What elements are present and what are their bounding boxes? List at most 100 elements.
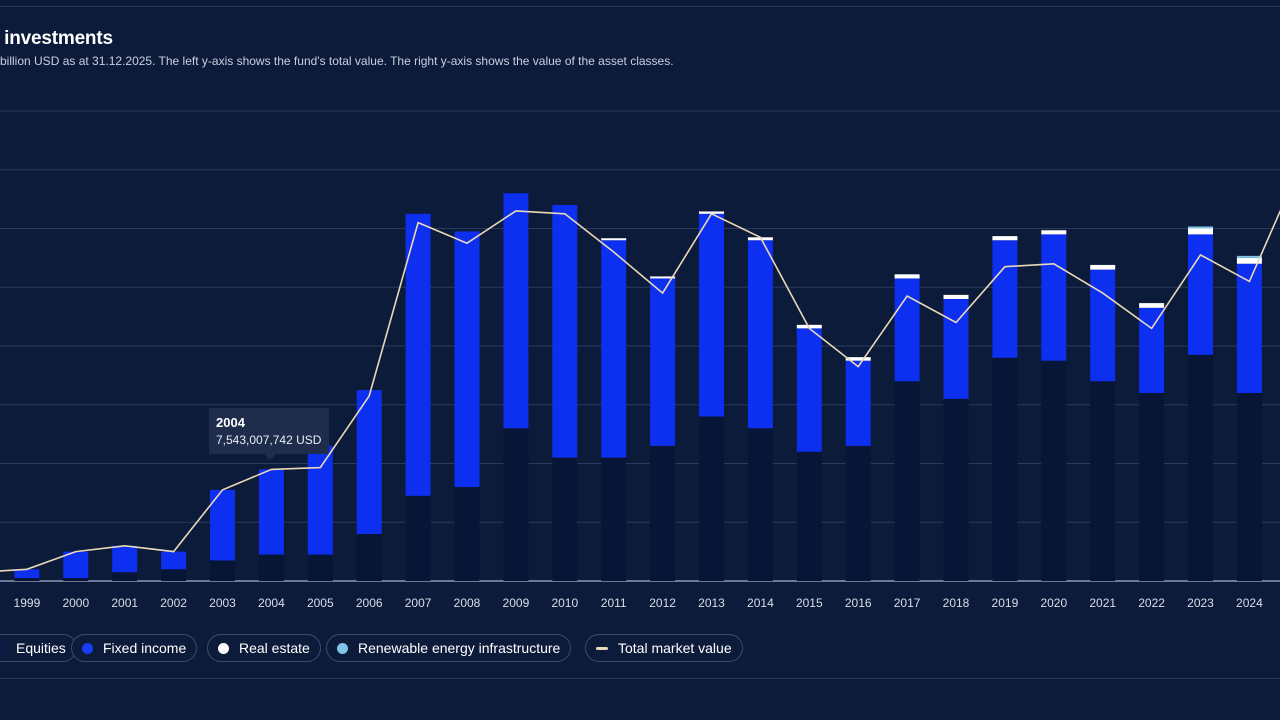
bar-equities	[943, 398, 969, 581]
chart-subtitle: billion USD as at 31.12.2025. The left y…	[0, 54, 674, 68]
legend-label: Total market value	[618, 640, 732, 656]
x-tick-label: 2011	[601, 596, 627, 610]
gridlines	[0, 110, 1280, 582]
x-tick-label: 2016	[845, 596, 872, 610]
bar-fixed-income	[112, 545, 138, 573]
x-tick-label: 2014	[747, 596, 774, 610]
bar-fixed-income	[992, 240, 1018, 358]
bar-renewable-energy-infrastructure	[1236, 255, 1262, 258]
bar-equities	[503, 428, 529, 581]
legend-swatch-renewable	[337, 642, 348, 654]
bar-real-estate	[1236, 257, 1262, 264]
bottom-divider	[0, 678, 1280, 679]
bar-equities	[992, 357, 1018, 581]
bar-equities	[161, 569, 187, 581]
bar-fixed-income	[258, 469, 284, 555]
bar-fixed-income	[14, 569, 40, 579]
x-tick-label: 2002	[160, 596, 187, 610]
bar-fixed-income	[943, 299, 969, 399]
x-tick-label: 2015	[796, 596, 823, 610]
top-divider	[0, 6, 1280, 7]
bar-equities	[845, 445, 871, 581]
bar-real-estate	[845, 357, 871, 361]
bar-fixed-income	[1139, 307, 1165, 393]
total-market-value-line	[0, 209, 1280, 572]
x-tick-label: 2018	[943, 596, 970, 610]
bar-equities	[1188, 354, 1213, 581]
bar-fixed-income	[161, 551, 187, 570]
legend-label: Renewable energy infrastructure	[358, 640, 561, 656]
bar-equities	[1041, 360, 1067, 581]
bar-equities	[356, 534, 382, 581]
legend-label: Real estate	[239, 640, 310, 656]
bars	[14, 193, 1262, 581]
x-tick-label: 2006	[356, 596, 383, 610]
bar-equities	[650, 445, 676, 581]
x-tick-label: 2012	[649, 596, 676, 610]
bar-equities	[552, 457, 578, 581]
x-tick-label: 2022	[1138, 596, 1165, 610]
bar-equities	[307, 554, 333, 581]
bar-real-estate	[894, 274, 920, 279]
x-tick-label: 2020	[1040, 596, 1067, 610]
bar-fixed-income	[601, 240, 627, 458]
bar-equities	[796, 451, 822, 581]
chart-area: 1998199920002001200220032004200520062007…	[0, 110, 1280, 610]
x-tick-label: 2008	[454, 596, 481, 610]
legend-swatch-fixed-income	[82, 642, 93, 654]
bar-real-estate	[1139, 303, 1165, 308]
bar-renewable-energy-infrastructure	[1188, 226, 1213, 229]
bar-fixed-income	[747, 240, 773, 429]
legend-label: Equities	[16, 640, 66, 656]
bar-real-estate	[796, 324, 822, 329]
bar-fixed-income	[307, 445, 333, 555]
bar-real-estate	[1090, 264, 1116, 270]
bar-fixed-income	[845, 360, 871, 446]
x-tick-label: 2013	[698, 596, 725, 610]
bar-equities	[1090, 381, 1116, 581]
bar-fixed-income	[1090, 269, 1116, 382]
bar-equities	[210, 560, 235, 581]
bar-equities	[1139, 393, 1165, 581]
bar-fixed-income	[63, 551, 89, 579]
bar-real-estate	[1188, 228, 1213, 235]
bar-real-estate	[601, 238, 627, 241]
legend-label: Fixed income	[103, 640, 187, 656]
legend-swatch-real-estate	[218, 642, 229, 654]
legend: Equities Fixed income Real estate Renewa…	[0, 634, 1280, 662]
bar-equities	[601, 457, 627, 581]
bar-real-estate	[1041, 230, 1067, 235]
x-tick-label: 2009	[503, 596, 530, 610]
legend-item-renewable[interactable]: Renewable energy infrastructure	[326, 634, 572, 662]
bar-fixed-income	[650, 278, 676, 446]
legend-item-total-market-value[interactable]: Total market value	[585, 634, 743, 662]
bar-fixed-income	[796, 328, 822, 452]
legend-item-fixed-income[interactable]: Fixed income	[71, 634, 198, 662]
bar-equities	[258, 554, 284, 581]
bar-fixed-income	[552, 205, 578, 458]
legend-swatch-equities	[0, 642, 6, 654]
legend-swatch-total	[596, 646, 608, 650]
bar-real-estate	[699, 211, 724, 214]
chart-title: l investments	[0, 28, 113, 49]
bar-equities	[699, 416, 724, 581]
x-tick-label: 2001	[111, 596, 138, 610]
x-tick-label: 2019	[992, 596, 1019, 610]
tooltip-year: 2004	[216, 415, 245, 430]
legend-item-equities[interactable]: Equities	[0, 634, 77, 662]
legend-item-real-estate[interactable]: Real estate	[207, 634, 321, 662]
x-tick-label: 1999	[14, 596, 41, 610]
bar-fixed-income	[405, 213, 431, 496]
bar-equities	[894, 381, 920, 581]
bar-fixed-income	[1041, 234, 1067, 361]
x-axis: 1998199920002001200220032004200520062007…	[14, 596, 1264, 610]
bar-equities	[63, 578, 89, 581]
total-line	[0, 209, 1280, 572]
x-tick-label: 2000	[62, 596, 89, 610]
bar-equities	[454, 487, 480, 581]
bar-fixed-income	[699, 213, 724, 417]
tooltip: 2004 7,543,007,742 USD	[209, 408, 329, 460]
bar-fixed-income	[1188, 234, 1213, 355]
x-tick-label: 2017	[894, 596, 921, 610]
bar-fixed-income	[894, 278, 920, 382]
